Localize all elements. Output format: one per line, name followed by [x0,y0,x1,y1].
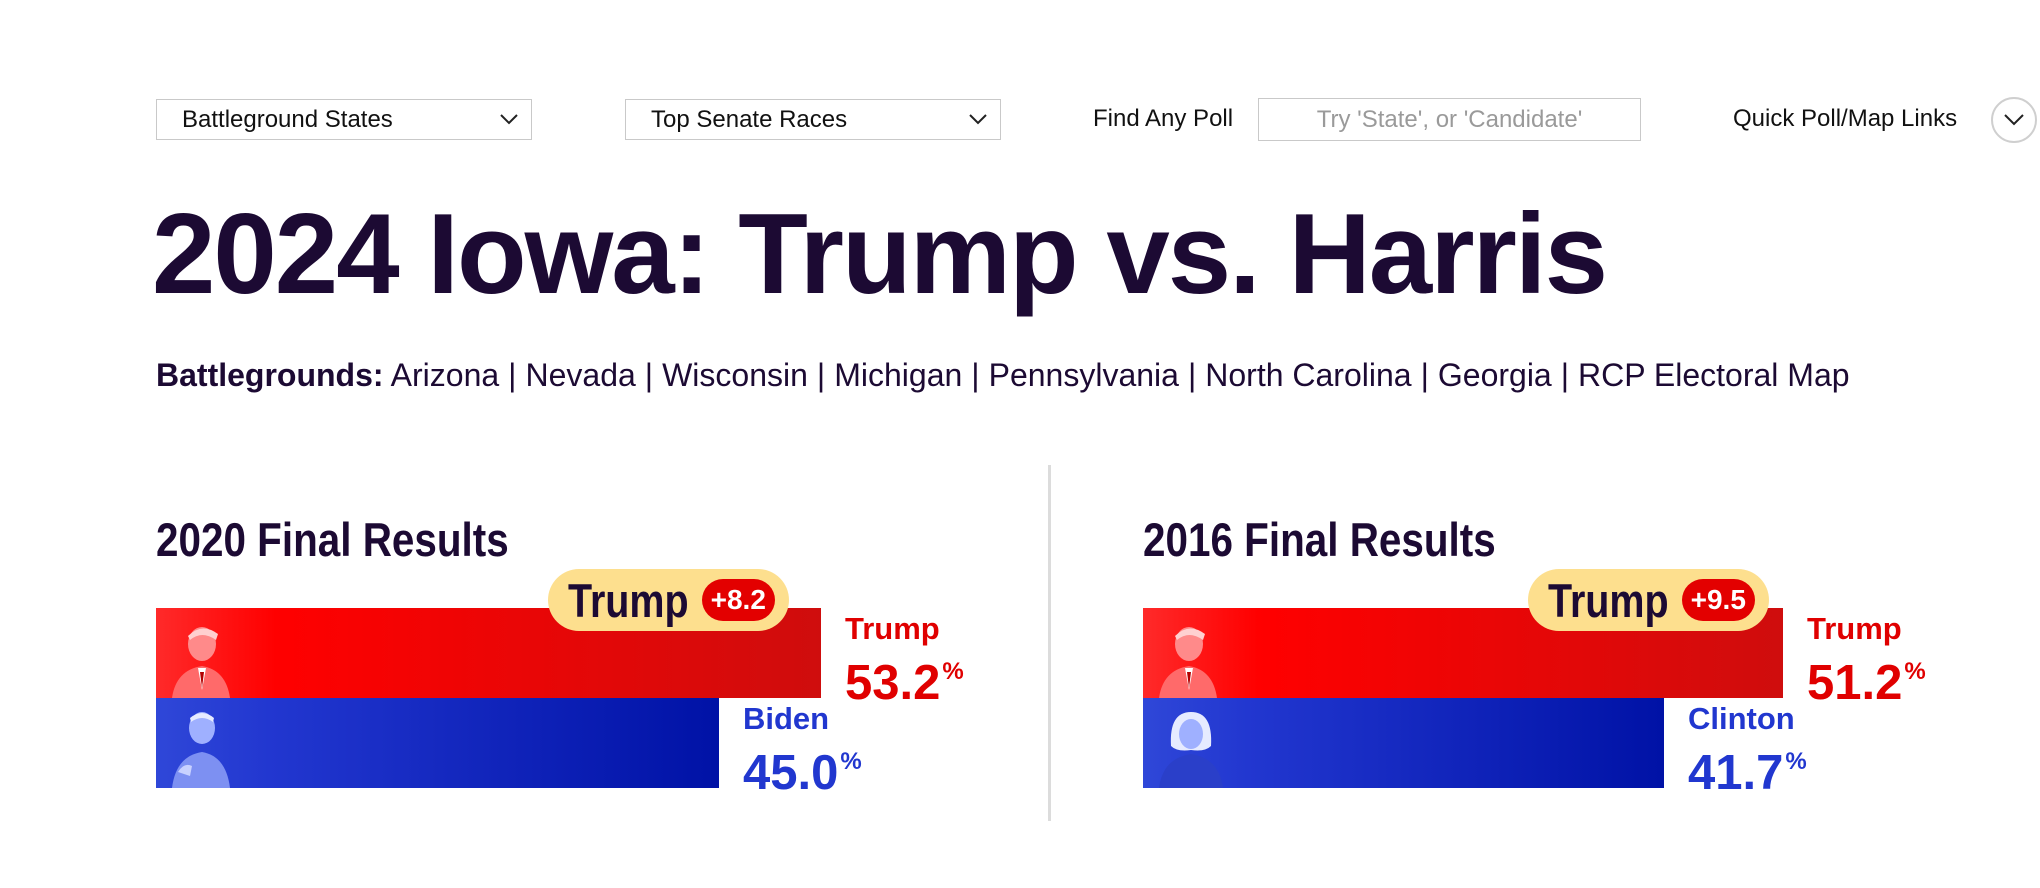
chevron-down-icon [500,114,518,125]
chevron-down-icon [969,114,987,125]
margin-value: +8.2 [701,579,775,621]
battleground-link-michigan[interactable]: Michigan [834,357,963,393]
candidate-percent: 41.7% [1688,746,1807,800]
candidate-percent: 53.2% [845,656,964,710]
battleground-states-select-value: Battleground States [182,105,393,133]
margin-leader: Trump [568,573,689,627]
margin-leader: Trump [1548,573,1669,627]
find-any-poll-label: Find Any Poll [1093,105,1234,132]
candidate-percent: 45.0% [743,746,862,800]
results-panel-2020: 2020 Final Results Trump +8.2 Trump 53.2… [156,510,1056,810]
battleground-link-pennsylvania[interactable]: Pennsylvania [988,357,1179,393]
margin-badge: Trump +9.5 [1528,569,1769,631]
candidate-photo-trump [172,627,230,698]
chevron-down-icon [2004,114,2024,126]
battleground-link-wisconsin[interactable]: Wisconsin [662,357,808,393]
quick-links-toggle-button[interactable] [1991,97,2037,143]
margin-value: +9.5 [1681,579,1755,621]
battleground-link-arizona[interactable]: Arizona [390,357,500,393]
candidate-photo-biden [172,712,230,788]
candidate-photo-clinton [1159,712,1223,788]
page-title: 2024 Iowa: Trump vs. Harris [152,191,1608,318]
rep-result: Trump 53.2% [845,611,964,710]
dem-vote-bar [1143,698,1664,788]
poll-search-input[interactable] [1258,98,1641,141]
top-senate-races-select[interactable]: Top Senate Races [625,99,1001,140]
battlegrounds-nav: Battlegrounds: Arizona | Nevada | Wisconsin |… [156,357,1850,393]
battlegrounds-label: Battlegrounds: [156,357,384,393]
candidate-name: Trump [1807,611,1902,646]
top-senate-races-select-value: Top Senate Races [651,105,848,133]
candidate-name: Biden [743,701,830,736]
battleground-states-select[interactable]: Battleground States [156,99,532,140]
results-heading: 2016 Final Results [1143,513,1496,566]
battleground-link-north-carolina[interactable]: North Carolina [1205,357,1412,393]
battleground-link-nevada[interactable]: Nevada [525,357,636,393]
battleground-link-georgia[interactable]: Georgia [1437,357,1552,393]
results-panel-2016: 2016 Final Results Trump +9.5 Trump 51.2… [1143,510,2040,810]
quick-links-label: Quick Poll/Map Links [1733,105,1958,132]
candidate-name: Trump [845,611,940,646]
results-divider [1048,465,1051,821]
candidate-name: Clinton [1688,701,1795,736]
rep-result: Trump 51.2% [1807,611,1926,710]
dem-vote-bar [156,698,719,788]
margin-badge: Trump +8.2 [548,569,789,631]
dem-result: Clinton 41.7% [1688,701,1807,800]
dem-result: Biden 45.0% [743,701,862,800]
candidate-photo-trump [1159,627,1217,698]
candidate-percent: 51.2% [1807,656,1926,710]
rcp-electoral-map-link[interactable]: RCP Electoral Map [1578,357,1850,393]
results-heading: 2020 Final Results [156,513,509,566]
